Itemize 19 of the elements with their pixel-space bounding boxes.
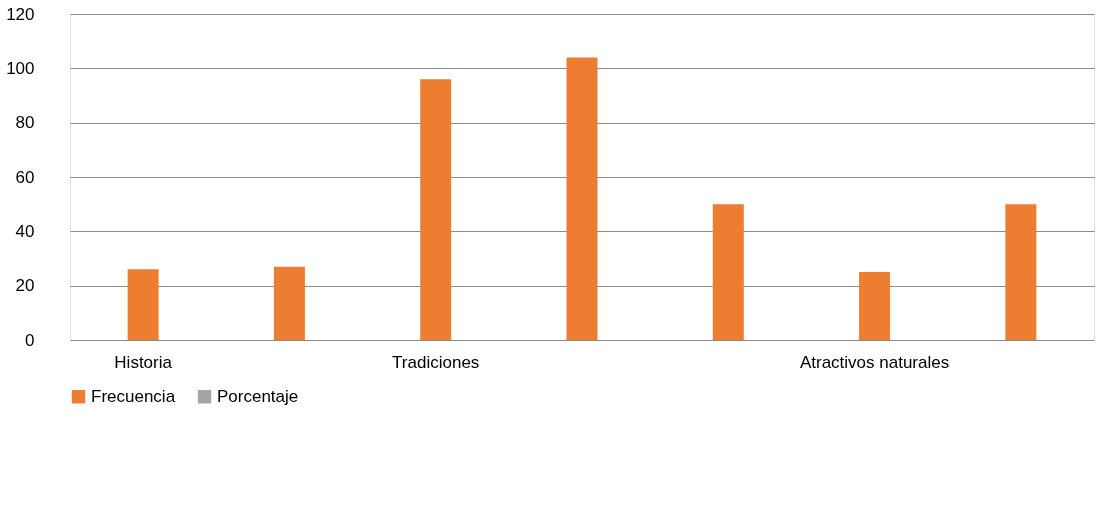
bar: [273, 266, 305, 340]
bar: [712, 204, 744, 340]
x-tick-label: Atractivos naturales: [799, 352, 950, 372]
y-tick-label: 0: [25, 330, 35, 350]
y-tick-label: 40: [15, 221, 35, 241]
x-tick-label: Historia: [114, 352, 173, 372]
bar: [420, 79, 452, 340]
bar: [1005, 204, 1037, 340]
y-tick-label: 120: [6, 4, 35, 24]
legend-label: Porcentaje: [217, 386, 299, 406]
y-tick-label: 80: [15, 113, 35, 133]
x-tick-label: Tradiciones: [392, 352, 480, 372]
bar: [127, 269, 159, 340]
y-tick-label: 100: [6, 58, 35, 78]
bar: [859, 272, 891, 340]
bar: [566, 57, 598, 340]
y-tick-label: 20: [15, 276, 35, 296]
legend-label: Frecuencia: [91, 386, 176, 406]
y-tick-label: 60: [15, 167, 35, 187]
